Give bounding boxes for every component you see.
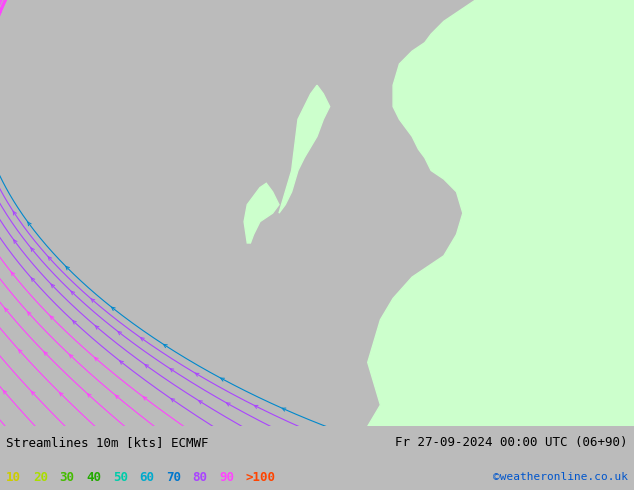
Text: >100: >100	[246, 471, 276, 484]
Text: 70: 70	[166, 471, 181, 484]
Polygon shape	[244, 183, 279, 243]
Text: 90: 90	[219, 471, 235, 484]
Text: 20: 20	[33, 471, 48, 484]
Polygon shape	[368, 0, 634, 426]
Text: ©weatheronline.co.uk: ©weatheronline.co.uk	[493, 472, 628, 482]
Text: Fr 27-09-2024 00:00 UTC (06+90): Fr 27-09-2024 00:00 UTC (06+90)	[395, 436, 628, 449]
Text: 30: 30	[60, 471, 75, 484]
Text: Streamlines 10m [kts] ECMWF: Streamlines 10m [kts] ECMWF	[6, 436, 209, 449]
Text: 80: 80	[193, 471, 208, 484]
Polygon shape	[279, 85, 330, 213]
Text: 10: 10	[6, 471, 22, 484]
Text: 40: 40	[86, 471, 101, 484]
Text: 60: 60	[139, 471, 155, 484]
Text: 50: 50	[113, 471, 128, 484]
